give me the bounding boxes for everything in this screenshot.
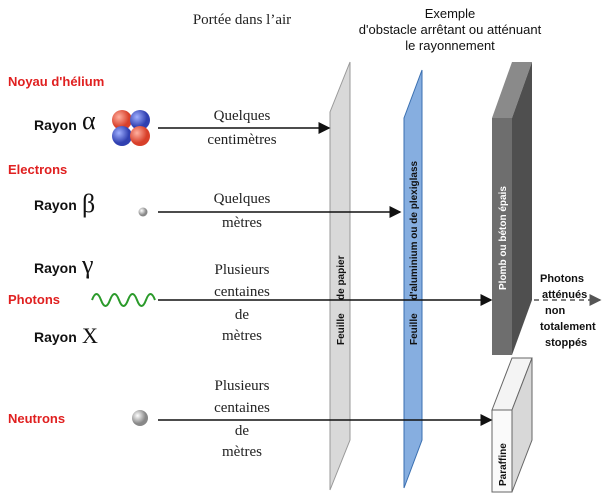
obstacle-title: le rayonnement xyxy=(405,38,495,53)
range-text: centimètres xyxy=(207,132,276,148)
ray-symbol: α xyxy=(82,106,96,135)
ray-label: Rayon xyxy=(34,197,77,213)
obstacle-title: d'obstacle arrêtant ou atténuant xyxy=(359,22,542,37)
diagram: Portée dans l’air Exemple d'obstacle arr… xyxy=(0,0,605,496)
ray-label: Rayon xyxy=(34,260,77,276)
proton xyxy=(130,126,150,146)
note-text: atténués xyxy=(542,289,587,301)
range-text: de xyxy=(235,423,250,439)
obstacle-label: Plomb ou béton épais xyxy=(498,186,509,290)
range-text: de xyxy=(235,307,250,323)
neutron-ball xyxy=(112,126,132,146)
category-label: Noyau d'hélium xyxy=(8,74,104,89)
range-text: mètres xyxy=(222,444,262,460)
electron xyxy=(139,208,148,217)
ray-symbol: γ xyxy=(81,250,94,279)
ray-symbol: X xyxy=(82,323,98,348)
obstacle-label: d'aluminium ou de plexiglass xyxy=(409,160,420,300)
neutron xyxy=(132,410,148,426)
range-text: mètres xyxy=(222,328,262,344)
note-text: non xyxy=(545,305,565,317)
range-text: centaines xyxy=(214,284,270,300)
obstacle-title: Exemple xyxy=(425,6,476,21)
obstacle-label: de papier xyxy=(336,255,347,300)
ray-label: Rayon xyxy=(34,329,77,345)
obstacle-label: Paraffine xyxy=(498,443,509,486)
range-text: centaines xyxy=(214,400,270,416)
range-text: Plusieurs xyxy=(214,262,269,278)
note-text: Photons xyxy=(540,273,584,285)
category-label: Neutrons xyxy=(8,411,65,426)
range-title: Portée dans l’air xyxy=(193,12,291,28)
range-text: Plusieurs xyxy=(214,378,269,394)
range-text: Quelques xyxy=(214,191,271,207)
wave xyxy=(92,294,155,306)
obstacle-label: Feuille xyxy=(409,313,420,345)
ray-symbol: β xyxy=(82,189,95,218)
obstacle-label: Feuille xyxy=(336,313,347,345)
ray-label: Rayon xyxy=(34,117,77,133)
note-text: totalement xyxy=(540,321,596,333)
range-text: Quelques xyxy=(214,108,271,124)
category-label: Electrons xyxy=(8,162,67,177)
note-text: stoppés xyxy=(545,337,587,349)
range-text: mètres xyxy=(222,215,262,231)
category-label: Photons xyxy=(8,292,60,307)
